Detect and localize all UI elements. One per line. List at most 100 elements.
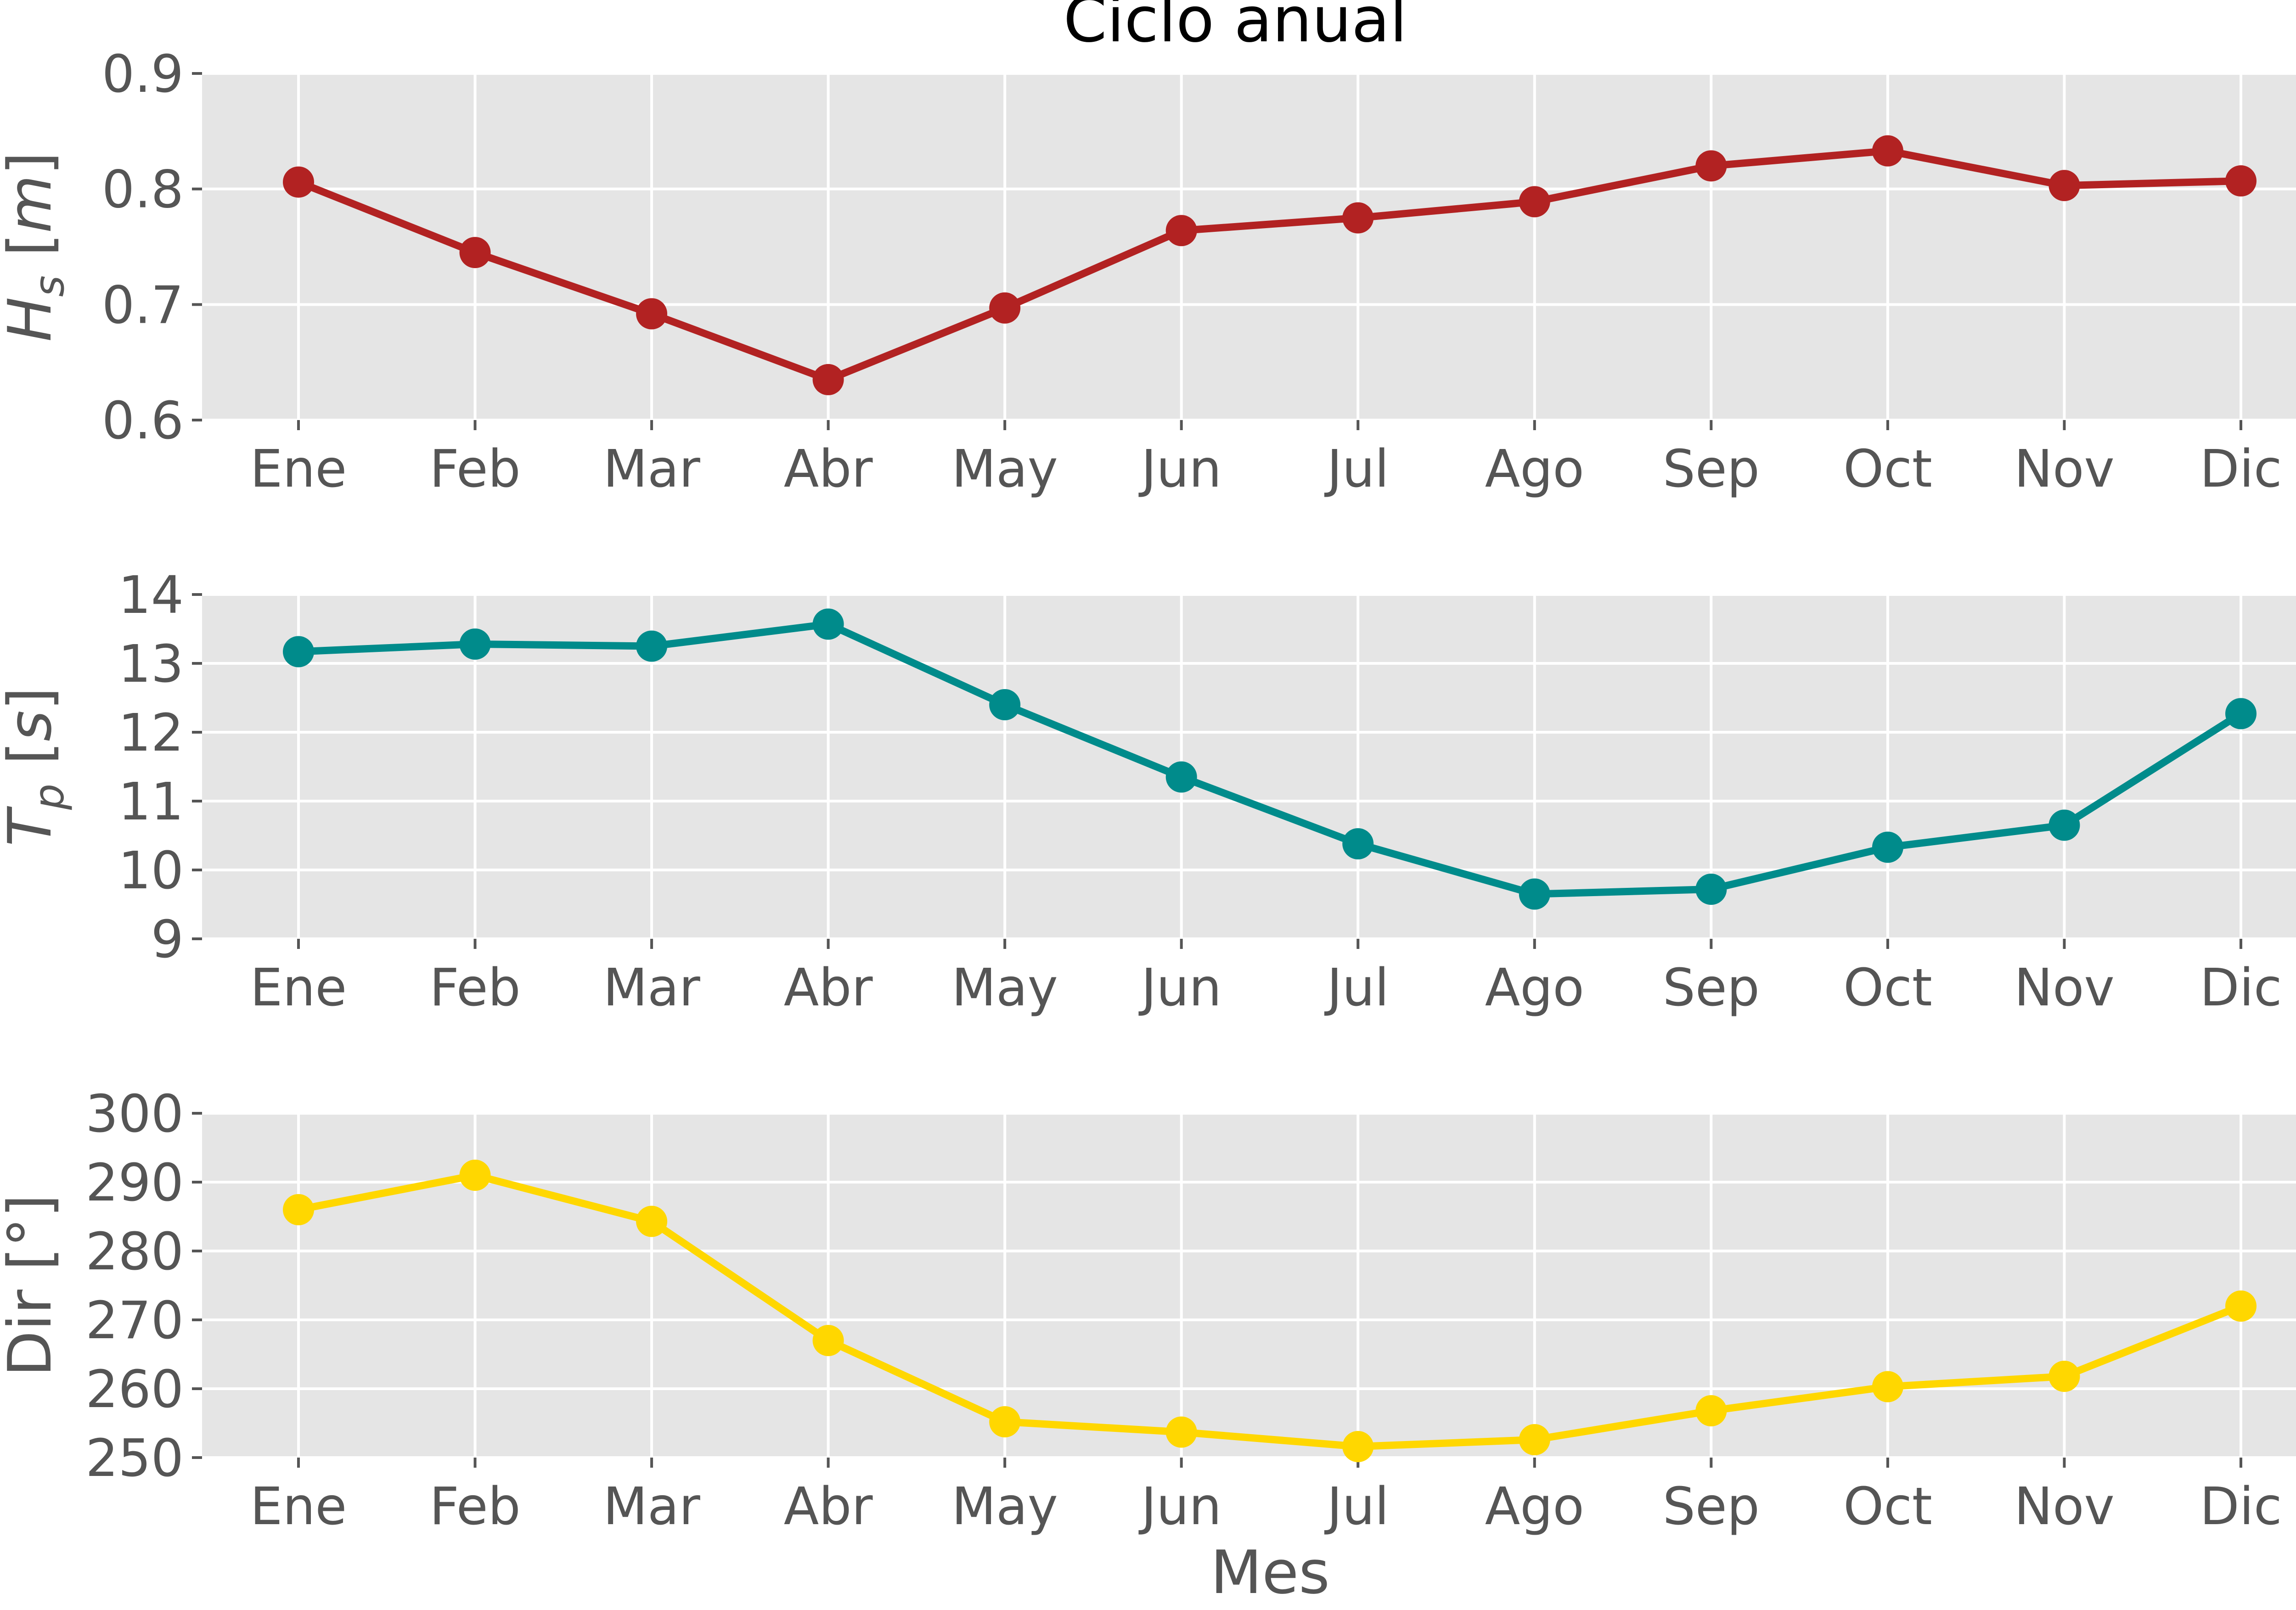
dir-data-point bbox=[2048, 1361, 2080, 1392]
dir-x-tick-label: Abr bbox=[784, 1477, 873, 1537]
panel-dir: 250 260 270 280 290 300 Ene Feb Mar Abr May Jun Jul A… bbox=[0, 1084, 2296, 1537]
hs-y-axis-title: Hs [m] bbox=[0, 151, 73, 342]
dir-data-point bbox=[1695, 1395, 1727, 1426]
hs-x-tick-label: Sep bbox=[1663, 439, 1760, 499]
dir-x-tick-label: Jul bbox=[1324, 1477, 1389, 1537]
hs-x-tick-label: Abr bbox=[784, 439, 873, 499]
dir-x-tick-label: Dic bbox=[2200, 1477, 2282, 1537]
dir-data-point bbox=[1342, 1431, 1374, 1462]
hs-x-tick-label: Oct bbox=[1843, 439, 1932, 499]
tp-x-tick-label: May bbox=[951, 958, 1058, 1018]
tp-x-tick-label: Sep bbox=[1663, 958, 1760, 1018]
hs-x-tick-label: Mar bbox=[603, 439, 700, 499]
hs-x-tick-label: Feb bbox=[429, 439, 520, 499]
dir-x-tick-label: Mar bbox=[603, 1477, 700, 1537]
hs-y-tick-label: 0.8 bbox=[102, 160, 184, 220]
tp-y-tick-label: 11 bbox=[118, 772, 184, 832]
tp-data-point bbox=[283, 636, 314, 668]
dir-y-tick-label: 250 bbox=[85, 1429, 184, 1488]
dir-x-tick-label: Feb bbox=[429, 1477, 520, 1537]
dir-x-tick-label: Ene bbox=[250, 1477, 347, 1537]
dir-x-tick-label: May bbox=[951, 1477, 1058, 1537]
figure-title: Ciclo anual bbox=[1064, 0, 1407, 56]
hs-data-point bbox=[636, 298, 668, 330]
dir-plot-area bbox=[202, 1113, 2296, 1458]
tp-plot-area bbox=[202, 595, 2296, 939]
hs-data-point bbox=[1695, 150, 1727, 182]
tp-x-tick-label: Ene bbox=[250, 958, 347, 1018]
tp-y-tick-label: 13 bbox=[118, 634, 184, 694]
hs-y-tick-label: 0.7 bbox=[102, 275, 184, 335]
hs-series-line bbox=[295, 147, 2245, 383]
tp-y-tick-label: 14 bbox=[118, 566, 184, 625]
panel-tp: 9 10 11 12 13 14 Ene Feb Mar Abr May Jun Jul Ago Sep Oc… bbox=[0, 566, 2296, 1018]
tp-x-tick-label: Ago bbox=[1485, 958, 1584, 1018]
hs-x-tick-label: Nov bbox=[2014, 439, 2115, 499]
dir-x-tick-label: Sep bbox=[1663, 1477, 1760, 1537]
tp-data-point bbox=[1872, 831, 1903, 863]
dir-data-point bbox=[812, 1325, 844, 1356]
hs-data-point bbox=[1165, 215, 1197, 247]
panel-hs: 0.6 0.7 0.8 0.9 Ene Feb Mar Abr May Jun Jul Ago Sep O… bbox=[0, 45, 2296, 499]
tp-y-tick-label: 10 bbox=[118, 841, 184, 901]
tp-data-point bbox=[2048, 809, 2080, 841]
dir-data-point bbox=[283, 1194, 314, 1225]
dir-x-tick-label: Nov bbox=[2014, 1477, 2115, 1537]
hs-y-tick-label: 0.6 bbox=[102, 391, 184, 451]
dir-y-tick-label: 280 bbox=[85, 1222, 184, 1282]
hs-x-tick-label: Jul bbox=[1324, 439, 1389, 499]
dir-data-point bbox=[2225, 1290, 2257, 1322]
tp-x-tick-label: Jun bbox=[1138, 958, 1221, 1018]
hs-x-tick-label: Ene bbox=[250, 439, 347, 499]
tp-data-point bbox=[1165, 761, 1197, 793]
tp-data-point bbox=[1342, 828, 1374, 859]
hs-data-point bbox=[283, 166, 314, 198]
tp-x-tick-label: Mar bbox=[603, 958, 700, 1018]
tp-data-point bbox=[1519, 878, 1550, 910]
dir-x-tick-label: Ago bbox=[1485, 1477, 1584, 1537]
tp-data-point bbox=[459, 628, 491, 660]
dir-y-tick-label: 270 bbox=[85, 1291, 184, 1351]
tp-x-tick-label: Jul bbox=[1324, 958, 1389, 1018]
tp-data-point bbox=[2225, 698, 2257, 729]
hs-data-point bbox=[1519, 186, 1550, 218]
tp-x-tick-label: Dic bbox=[2200, 958, 2282, 1018]
hs-x-tick-label: May bbox=[951, 439, 1058, 499]
hs-data-point bbox=[2225, 165, 2257, 197]
tp-x-tick-label: Abr bbox=[784, 958, 873, 1018]
dir-data-point bbox=[1165, 1416, 1197, 1448]
hs-data-point bbox=[1342, 202, 1374, 234]
dir-data-point bbox=[459, 1160, 491, 1191]
hs-x-tick-label: Ago bbox=[1485, 439, 1584, 499]
dir-y-tick-label: 260 bbox=[85, 1360, 184, 1419]
tp-y-tick-label: 12 bbox=[118, 703, 184, 763]
tp-x-tick-label: Feb bbox=[429, 958, 520, 1018]
dir-series-line bbox=[295, 1172, 2245, 1450]
hs-plot-area bbox=[202, 73, 2296, 420]
tp-data-point bbox=[989, 689, 1021, 720]
hs-x-tick-label: Jun bbox=[1138, 439, 1221, 499]
dir-x-tick-label: Jun bbox=[1138, 1477, 1221, 1537]
hs-x-tick-label: Dic bbox=[2200, 439, 2282, 499]
tp-x-tick-label: Nov bbox=[2014, 958, 2115, 1018]
dir-x-tick-label: Oct bbox=[1843, 1477, 1932, 1537]
tp-data-point bbox=[1695, 874, 1727, 905]
dir-data-point bbox=[1872, 1371, 1903, 1402]
panels: 0.6 0.7 0.8 0.9 Ene Feb Mar Abr May Jun Jul Ago Sep O… bbox=[0, 45, 2296, 1537]
dir-data-point bbox=[989, 1406, 1021, 1437]
dir-y-tick-label: 290 bbox=[85, 1153, 184, 1213]
hs-data-point bbox=[2048, 170, 2080, 202]
tp-y-axis-title: Tp [s] bbox=[0, 687, 73, 846]
tp-series-line bbox=[295, 620, 2245, 898]
dir-y-tick-label: 300 bbox=[85, 1084, 184, 1144]
hs-data-point bbox=[459, 237, 491, 269]
hs-data-point bbox=[989, 292, 1021, 324]
tp-y-tick-label: 9 bbox=[151, 910, 184, 970]
dir-y-axis-title: Dir [°] bbox=[0, 1194, 65, 1376]
hs-y-tick-label: 0.9 bbox=[102, 45, 184, 104]
hs-data-point bbox=[812, 364, 844, 395]
x-axis-title: Mes bbox=[1210, 1537, 1330, 1607]
tp-data-point bbox=[812, 608, 844, 640]
dir-data-point bbox=[1519, 1424, 1550, 1455]
